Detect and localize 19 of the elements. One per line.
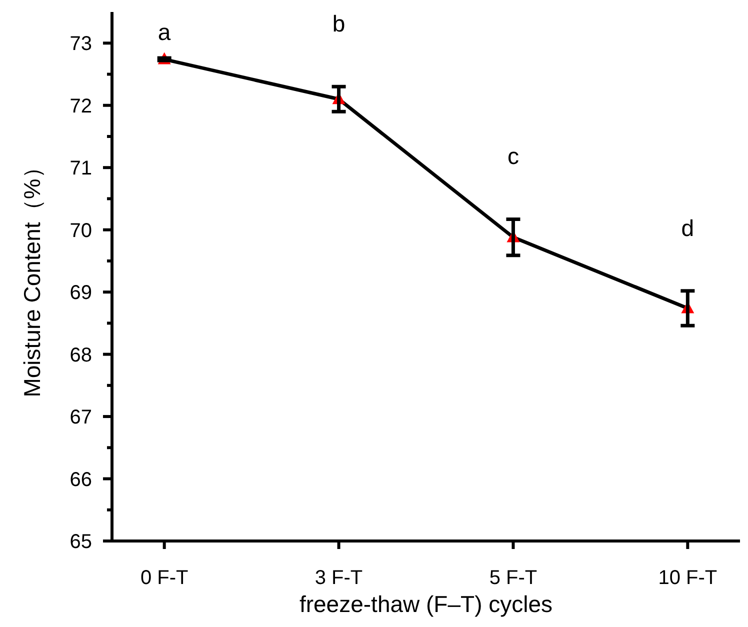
y-tick-label: 73 xyxy=(70,33,92,56)
y-tick-label: 67 xyxy=(70,406,92,429)
y-tick-label: 70 xyxy=(70,220,92,242)
annotation: c xyxy=(507,143,519,170)
annotation: d xyxy=(681,214,694,241)
y-tick-label: 72 xyxy=(70,95,92,118)
x-tick-label: 0 F-T xyxy=(140,567,188,589)
y-tick-label: 65 xyxy=(70,531,92,553)
y-tick-label: 71 xyxy=(70,158,92,180)
y-tick-label: 68 xyxy=(70,344,92,366)
y-axis-title: Moisture Content（%） xyxy=(19,156,45,398)
x-axis-title: freeze-thaw (F–T) cycles xyxy=(299,591,553,617)
y-tick-label: 66 xyxy=(70,468,92,491)
annotation: b xyxy=(332,10,346,37)
x-tick-label: 5 F-T xyxy=(489,567,538,589)
x-tick-label: 10 F-T xyxy=(658,567,718,589)
y-tick-label: 69 xyxy=(70,282,92,304)
x-tick-label: 3 F-T xyxy=(314,567,363,589)
annotation: a xyxy=(158,19,171,46)
